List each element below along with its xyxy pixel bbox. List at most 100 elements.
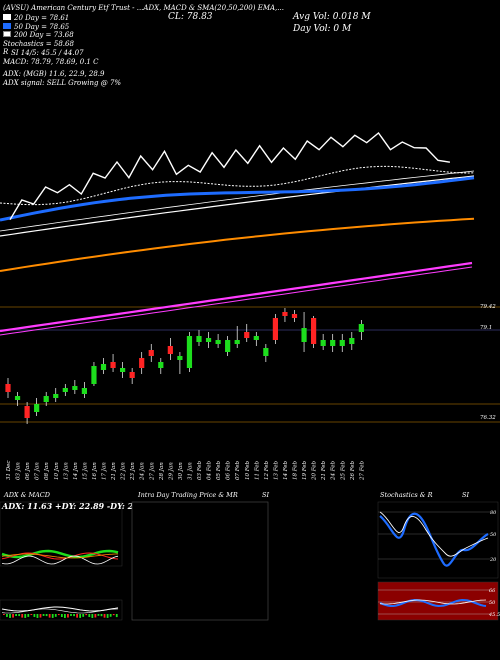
date-tick-label: 31 Dec	[6, 461, 12, 481]
date-tick-label: 21 Jan	[111, 462, 117, 481]
legend: 20 Day = 78.61 50 Day = 78.65 200 Day = …	[3, 14, 121, 87]
macd-histogram-bar	[76, 614, 78, 618]
date-tick-label: 03 Jan	[16, 462, 22, 480]
candle-down	[148, 350, 154, 356]
candle-up	[330, 340, 336, 346]
candle-down	[5, 384, 11, 392]
candle-down	[244, 332, 250, 338]
date-tick-label: 26 Feb	[350, 460, 356, 481]
price-grid	[0, 306, 500, 423]
candle-up	[91, 366, 97, 384]
candle-up	[62, 388, 68, 392]
legend-swatch	[3, 22, 11, 29]
date-tick-label: 23 Jan	[130, 462, 136, 481]
adx-minus-line	[1, 552, 119, 560]
macd-histogram-bar	[94, 614, 97, 618]
date-tick-label: 30 Jan	[178, 462, 184, 480]
level-label: 80	[490, 510, 497, 516]
date-tick-label: 14 Feb	[283, 460, 289, 480]
ticker-line: (AVSU) American Century Etf Trust - ...A…	[3, 4, 284, 12]
macd-histogram-bar	[36, 614, 39, 618]
date-tick-label: 10 Jan	[54, 462, 60, 480]
panel-title: ADX & MACD	[3, 491, 51, 499]
candle-up	[43, 396, 49, 402]
stochastics-value: Stochastics = 58.68	[3, 39, 74, 48]
candle-up	[177, 356, 183, 360]
candle-up	[81, 388, 87, 394]
level-label: 50	[489, 600, 496, 606]
stochastics-box	[377, 501, 499, 579]
macd-value: MACD: 78.79, 78.69, 0.1 C	[3, 57, 99, 66]
price-line	[9, 131, 451, 221]
adx-values: ADX: 11.63 +DY: 22.89 -DY: 28.92	[1, 501, 153, 511]
candle-up	[158, 362, 164, 368]
date-tick-label: 06 Feb	[226, 460, 232, 480]
date-tick-label: 12 Feb	[264, 460, 270, 480]
macd-histogram-bar	[85, 614, 88, 616]
candle-up	[358, 324, 364, 332]
macd-histogram-bar	[82, 614, 85, 617]
date-tick-label: 11 Feb	[254, 460, 260, 480]
legend-sma200: 200 Day = 73.68	[3, 31, 121, 40]
candle-up	[186, 336, 193, 368]
intraday-box	[131, 501, 269, 621]
macd-histogram-bar	[100, 614, 103, 617]
macd-histogram-bar	[48, 614, 51, 618]
adx-plus-line	[1, 549, 119, 559]
level-label: 20	[489, 557, 497, 563]
macd-histogram-bar	[33, 614, 36, 617]
legend-sma50: 50 Day = 78.65	[3, 22, 121, 32]
date-tick-label: 18 Feb	[293, 460, 299, 480]
candle-down	[272, 318, 278, 340]
candle-up	[205, 338, 212, 342]
macd-histogram-bar	[24, 614, 27, 618]
macd-histogram-bar	[6, 614, 8, 617]
macd-histogram-bar	[67, 614, 69, 618]
macd-histogram-bar	[51, 614, 54, 618]
candle-down	[129, 372, 135, 378]
rsi-line	[379, 598, 487, 608]
legend-sma20: 20 Day = 78.61	[3, 14, 121, 23]
date-tick-label: 10 Feb	[245, 460, 251, 480]
candle-down	[291, 314, 298, 318]
date-tick-label: 24 Jan	[140, 462, 146, 481]
macd-histogram-bar	[97, 614, 100, 616]
sma-magenta-line	[0, 266, 473, 336]
date-tick-label: 04 Feb	[207, 460, 213, 480]
right-axis-labels: 79.42 79.1 76.32	[480, 304, 496, 421]
macd-histogram-bar	[18, 614, 21, 617]
axis-label: 79.42	[480, 304, 496, 310]
macd-histogram-bar	[109, 614, 112, 617]
date-tick-label: 07 Feb	[235, 460, 241, 480]
candle-up	[14, 396, 21, 400]
lower-panels: ADX & MACD ADX: 11.63 +DY: 22.89 -DY: 28.…	[0, 491, 500, 621]
adx-line	[1, 553, 118, 559]
macd-histogram-bar	[103, 614, 106, 618]
date-tick-label: 16 Jan	[92, 462, 98, 480]
date-tick-label: 29 Jan	[168, 462, 174, 481]
macd-histogram-bar	[9, 614, 11, 618]
avg-volume: Avg Vol: 0.018 M	[293, 12, 371, 22]
candle-up	[34, 404, 40, 412]
macd-histogram-bar	[64, 614, 66, 618]
candle-up	[301, 328, 307, 342]
macd-histogram-bar	[106, 614, 109, 618]
macd-histogram-bar	[42, 614, 45, 616]
macd-histogram-bar	[15, 614, 17, 617]
rsi-box	[377, 581, 499, 621]
macd-histogram-bar	[79, 614, 82, 618]
moving-averages	[0, 165, 475, 336]
macd-histogram-bar	[54, 614, 57, 617]
sma50-line	[0, 176, 475, 222]
adx-line	[1, 555, 119, 565]
date-axis: 31 Dec 03 Jan 06 Jan 07 Jan 08 Jan 10 Jan 13 J…	[6, 460, 365, 481]
macd-line	[1, 606, 119, 612]
date-tick-label: 08 Jan	[44, 462, 50, 480]
macd-histogram-bar	[12, 614, 14, 618]
panel-title: SI	[262, 491, 269, 499]
level-label: 45.5	[488, 612, 500, 618]
legend-swatch	[3, 14, 11, 20]
date-tick-label: 24 Feb	[331, 460, 337, 481]
day-volume: Day Vol: 0 M	[293, 24, 352, 34]
